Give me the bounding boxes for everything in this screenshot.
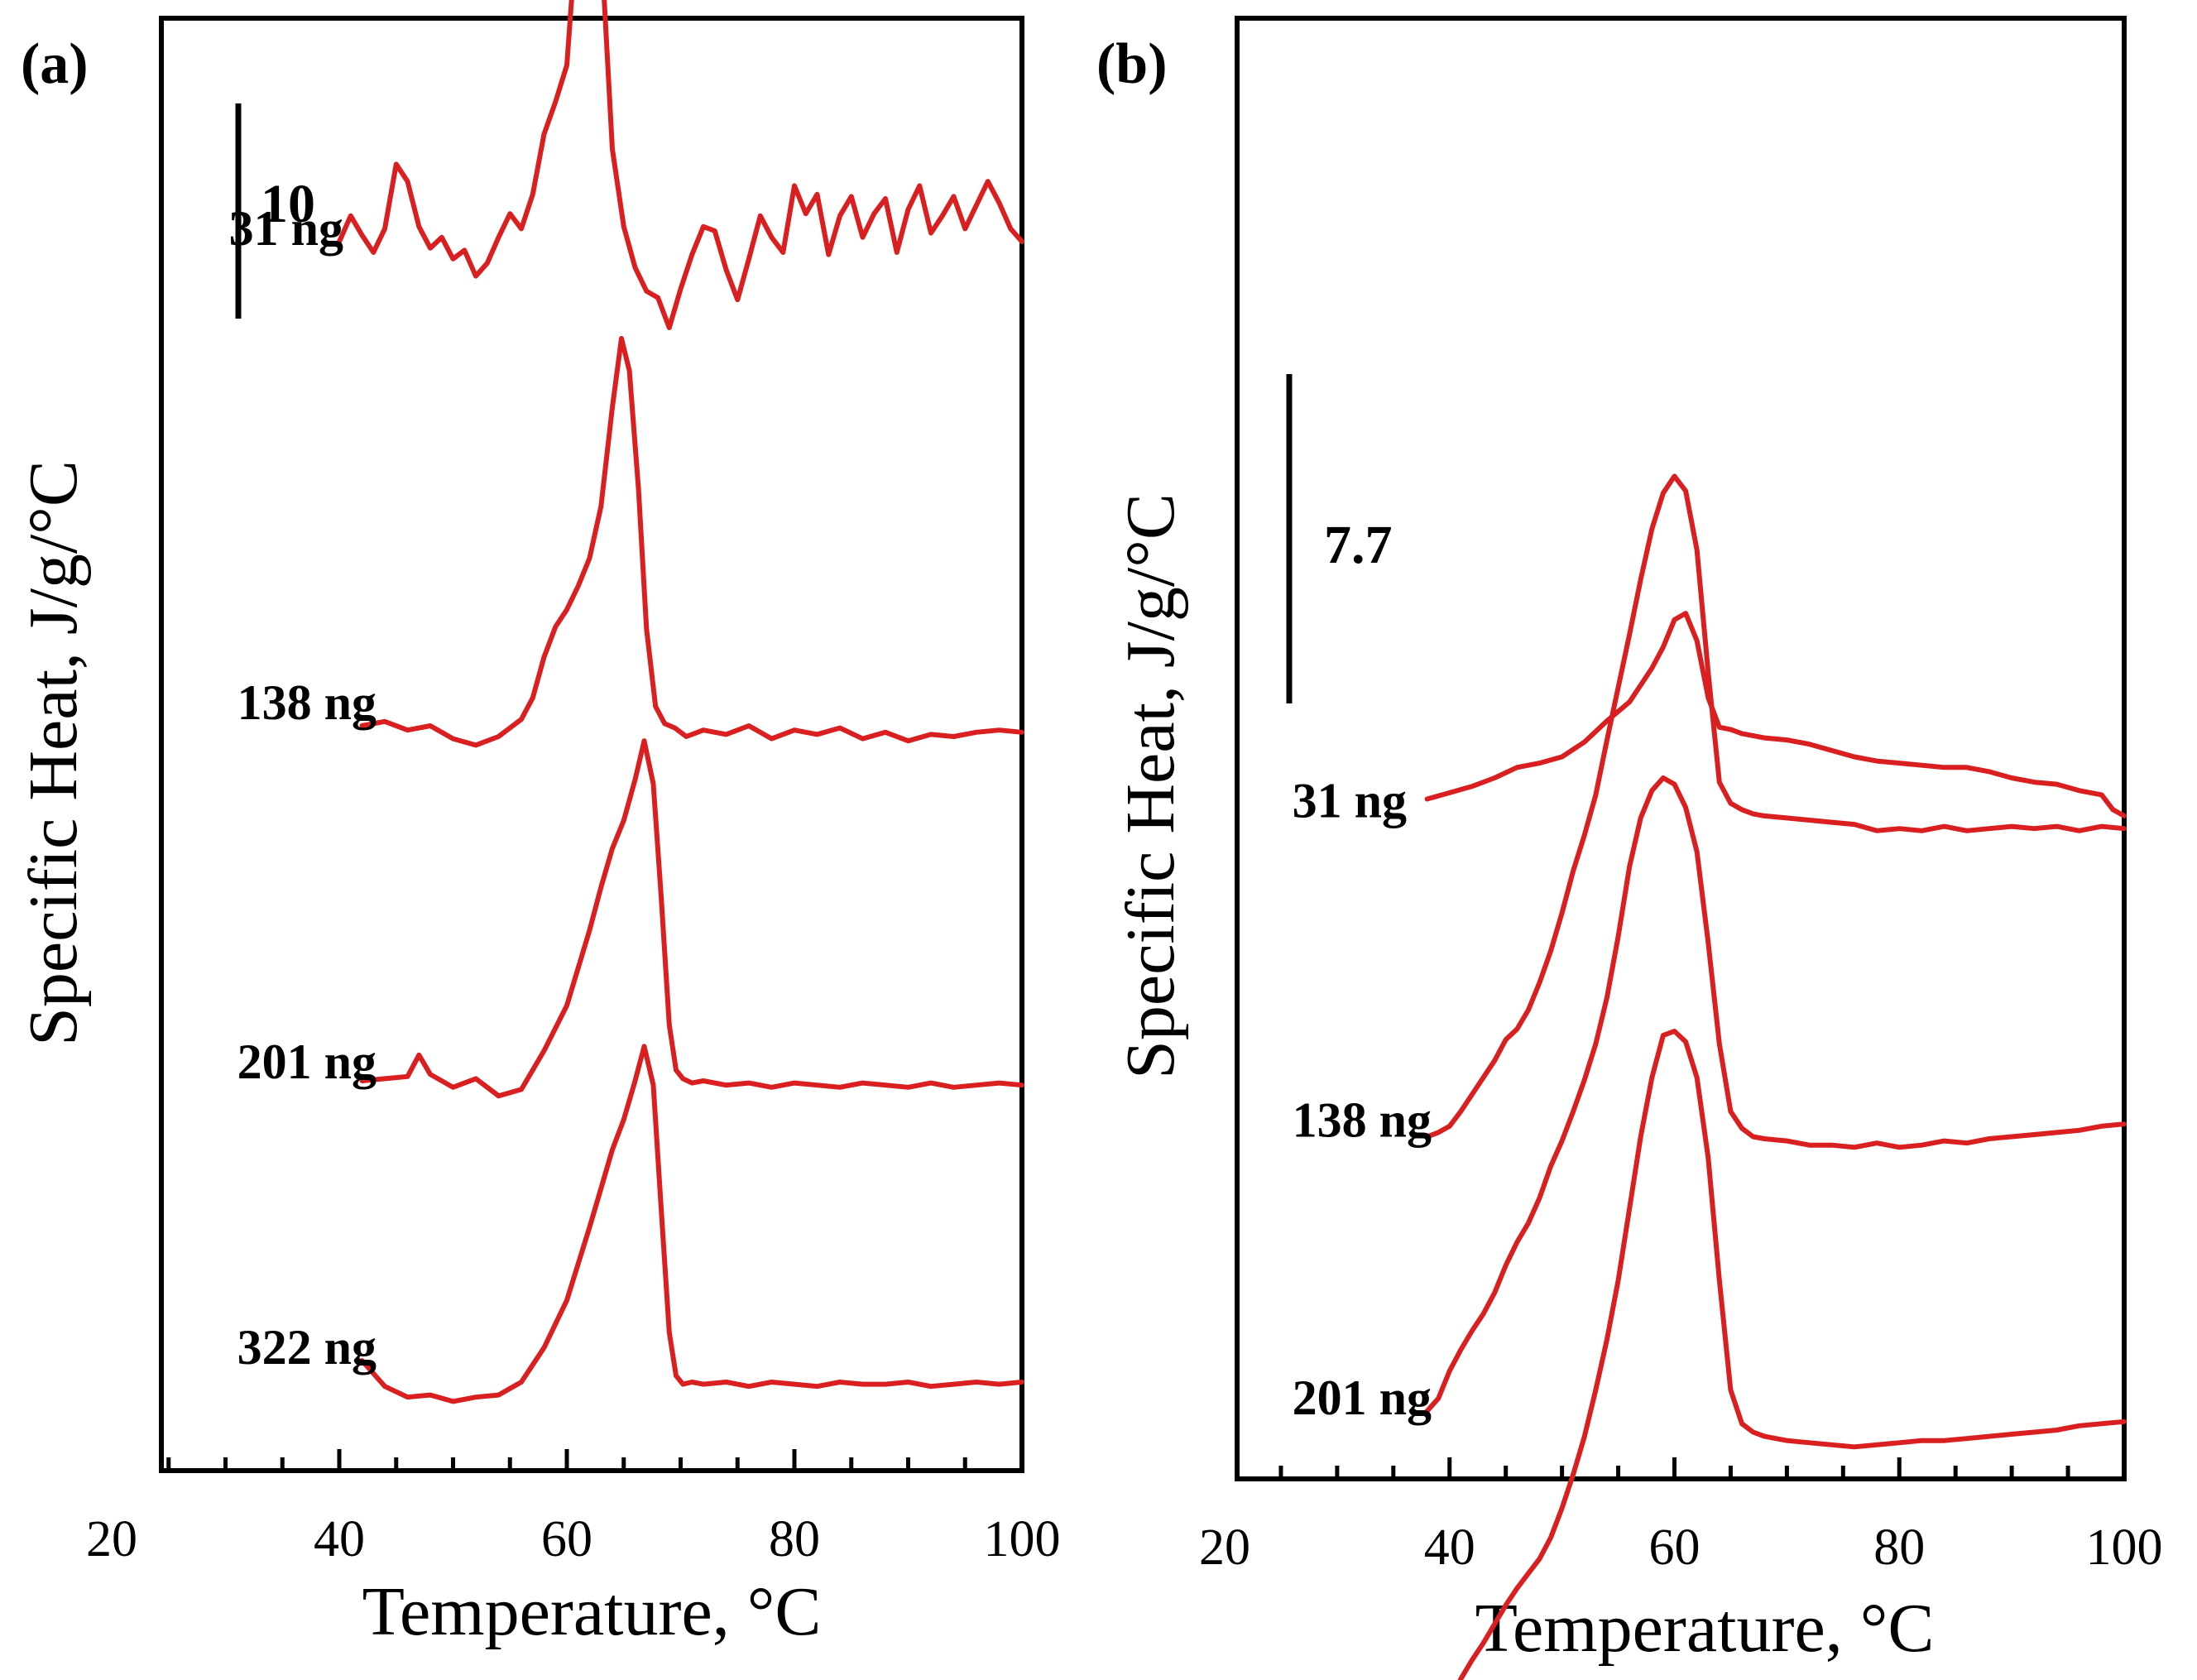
panel-label-b: (b) — [1096, 32, 1168, 96]
series-labels-a: 31 ng 138 ng 201 ng 322 ng — [229, 201, 377, 1375]
plot-frame-a — [159, 16, 1024, 1473]
y-axis-label-b: Specific Heat, J/g/°C — [1112, 493, 1189, 1079]
series-line-b-138-ng — [1424, 473, 2127, 1140]
x-ticks-a — [166, 1449, 1024, 1471]
panel-a: (a) Temperature, °C Specific Heat, J/g/°… — [15, 0, 1061, 1650]
series-group-a — [337, 0, 1024, 1404]
x-tick-labels-b: 20 40 60 80 100 — [1199, 1519, 2163, 1576]
x-ticks-b — [1278, 1457, 2127, 1479]
series-label-b-31-ng: 31 ng — [1293, 774, 1407, 828]
panel-label-a: (a) — [21, 32, 89, 96]
x-tick-label-80: 80 — [1873, 1519, 1925, 1576]
x-tick-label-20: 20 — [1199, 1519, 1250, 1576]
x-tick-label-80: 80 — [769, 1511, 820, 1567]
series-label-b-201-ng: 201 ng — [1293, 1370, 1432, 1425]
x-tick-label-60: 60 — [541, 1511, 592, 1567]
scale-bar-label-b: 7.7 — [1324, 515, 1393, 575]
x-axis-label-b: Temperature, °C — [1475, 1590, 1935, 1667]
y-axis-label-a: Specific Heat, J/g/°C — [15, 460, 92, 1046]
x-tick-label-100: 100 — [984, 1511, 1061, 1567]
series-line-b-332-ng — [1457, 1029, 2127, 1680]
series-line-a-138-ng — [359, 336, 1024, 748]
series-line-a-31-ng — [337, 0, 1024, 330]
x-tick-label-100: 100 — [2086, 1519, 2163, 1576]
series-group-b — [1424, 473, 2127, 1680]
x-tick-label-40: 40 — [314, 1511, 365, 1567]
x-tick-label-20: 20 — [86, 1511, 137, 1567]
plot-frame-b — [1235, 16, 2127, 1481]
series-line-b-201-ng — [1424, 775, 2127, 1414]
series-line-a-201-ng — [359, 738, 1024, 1099]
series-label-a-201-ng: 201 ng — [237, 1034, 377, 1089]
panel-b: (b) Temperature, °C Specific Heat, J/g/°… — [1096, 16, 2163, 1680]
series-label-a-31-ng: 31 ng — [229, 201, 343, 256]
x-tick-label-60: 60 — [1649, 1519, 1701, 1576]
series-line-a-322-ng — [359, 1044, 1024, 1404]
x-tick-label-40: 40 — [1424, 1519, 1475, 1576]
x-tick-labels-a: 20 40 60 80 100 — [86, 1511, 1061, 1567]
series-label-a-138-ng: 138 ng — [237, 675, 377, 730]
series-label-b-138-ng: 138 ng — [1293, 1093, 1432, 1148]
x-axis-label-a: Temperature, °C — [362, 1573, 822, 1650]
series-label-a-322-ng: 322 ng — [237, 1320, 377, 1375]
scale-bar-label-a: 10 — [261, 174, 315, 234]
series-line-b-31-ng — [1424, 611, 2127, 818]
